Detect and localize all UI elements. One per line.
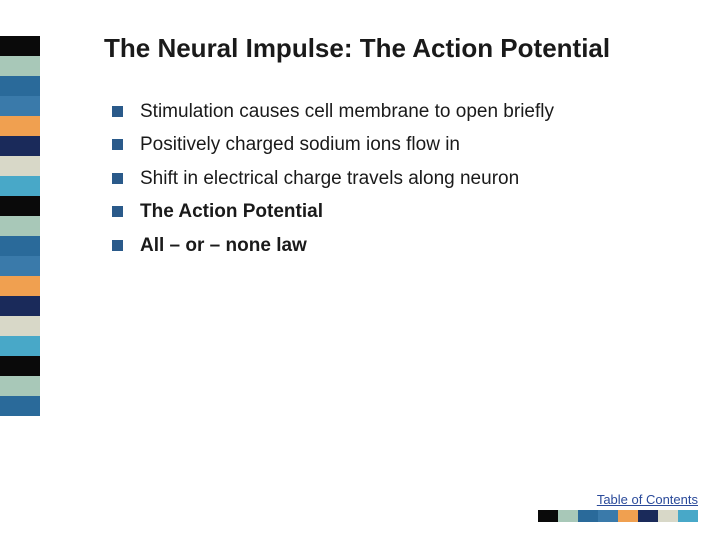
footer-strip-cell bbox=[658, 510, 678, 522]
sidebar-color-strip bbox=[0, 36, 40, 416]
slide-footer: Table of Contents bbox=[538, 491, 698, 522]
sidebar-block bbox=[0, 196, 40, 216]
footer-color-strip bbox=[538, 510, 698, 522]
sidebar-block bbox=[0, 396, 40, 416]
sidebar-block bbox=[0, 336, 40, 356]
bullet-item: Shift in electrical charge travels along… bbox=[112, 166, 680, 192]
sidebar-block bbox=[0, 156, 40, 176]
bullet-item: All – or – none law bbox=[112, 233, 680, 259]
slide-content: The Neural Impulse: The Action Potential… bbox=[104, 32, 680, 267]
sidebar-block bbox=[0, 116, 40, 136]
footer-strip-cell bbox=[638, 510, 658, 522]
footer-strip-cell bbox=[578, 510, 598, 522]
footer-strip-cell bbox=[678, 510, 698, 522]
sidebar-block bbox=[0, 256, 40, 276]
footer-strip-cell bbox=[538, 510, 558, 522]
bullet-item: Positively charged sodium ions flow in bbox=[112, 132, 680, 158]
footer-strip-cell bbox=[558, 510, 578, 522]
bullet-item: The Action Potential bbox=[112, 199, 680, 225]
sidebar-block bbox=[0, 136, 40, 156]
table-of-contents-link[interactable]: Table of Contents bbox=[597, 492, 698, 507]
sidebar-block bbox=[0, 236, 40, 256]
bullet-list: Stimulation causes cell membrane to open… bbox=[104, 99, 680, 259]
sidebar-block bbox=[0, 376, 40, 396]
sidebar-block bbox=[0, 96, 40, 116]
sidebar-block bbox=[0, 216, 40, 236]
sidebar-block bbox=[0, 176, 40, 196]
slide-title: The Neural Impulse: The Action Potential bbox=[104, 32, 680, 65]
sidebar-block bbox=[0, 56, 40, 76]
footer-strip-cell bbox=[598, 510, 618, 522]
footer-strip-cell bbox=[618, 510, 638, 522]
sidebar-block bbox=[0, 76, 40, 96]
sidebar-block bbox=[0, 296, 40, 316]
bullet-item: Stimulation causes cell membrane to open… bbox=[112, 99, 680, 125]
sidebar-block bbox=[0, 276, 40, 296]
sidebar-block bbox=[0, 36, 40, 56]
sidebar-block bbox=[0, 356, 40, 376]
sidebar-block bbox=[0, 316, 40, 336]
